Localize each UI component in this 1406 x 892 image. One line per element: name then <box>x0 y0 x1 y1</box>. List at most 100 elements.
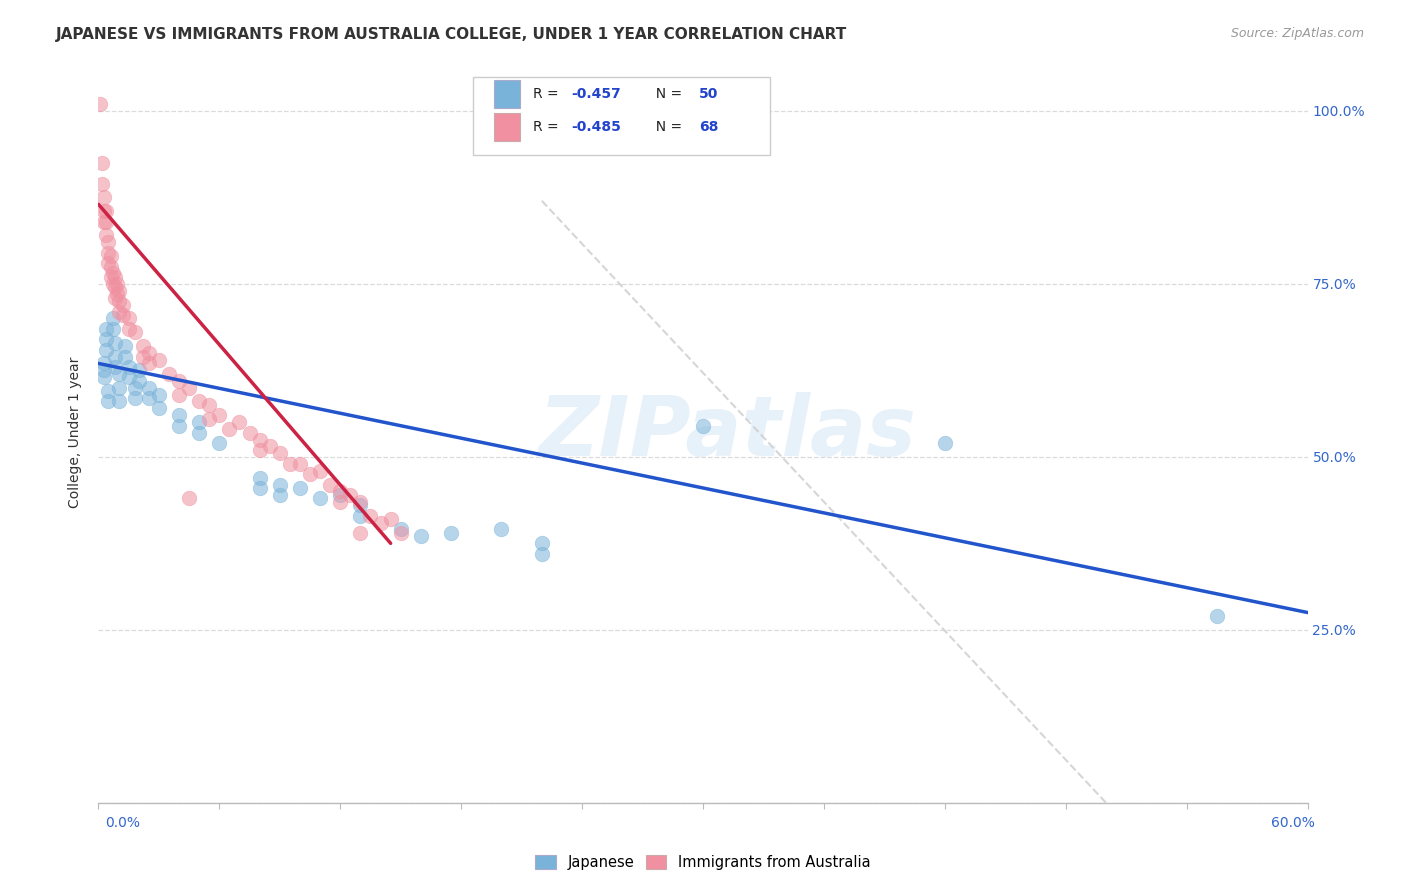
Point <box>259 440 281 454</box>
Text: 0.0%: 0.0% <box>105 816 141 830</box>
Point <box>96 343 118 357</box>
Point <box>100 249 122 263</box>
Point <box>103 269 125 284</box>
Point <box>218 422 240 436</box>
Point <box>124 381 146 395</box>
Point <box>309 491 332 506</box>
Point <box>107 304 129 318</box>
Point <box>107 367 129 381</box>
Point <box>93 190 115 204</box>
Point <box>93 370 115 384</box>
Text: JAPANESE VS IMMIGRANTS FROM AUSTRALIA COLLEGE, UNDER 1 YEAR CORRELATION CHART: JAPANESE VS IMMIGRANTS FROM AUSTRALIA CO… <box>56 27 848 42</box>
Point <box>100 269 122 284</box>
Point <box>179 491 201 506</box>
Point <box>96 214 118 228</box>
Point <box>111 308 134 322</box>
Point <box>97 394 120 409</box>
Point <box>97 245 120 260</box>
Point <box>208 436 231 450</box>
Text: -0.457: -0.457 <box>571 87 621 101</box>
Point <box>101 277 124 291</box>
Point <box>249 481 271 495</box>
FancyBboxPatch shape <box>474 78 769 155</box>
Point <box>934 436 956 450</box>
Point <box>97 384 120 398</box>
Point <box>380 512 402 526</box>
Point <box>269 477 291 491</box>
Point <box>148 353 170 368</box>
Point <box>179 381 201 395</box>
Point <box>491 523 513 537</box>
Point <box>103 291 125 305</box>
Point <box>269 488 291 502</box>
Text: N =: N = <box>647 87 688 101</box>
Legend: Japanese, Immigrants from Australia: Japanese, Immigrants from Australia <box>530 849 876 876</box>
Point <box>100 260 122 274</box>
Point <box>188 415 211 429</box>
Point <box>118 370 141 384</box>
Point <box>288 481 311 495</box>
Point <box>167 409 190 423</box>
Point <box>105 277 128 291</box>
Text: 60.0%: 60.0% <box>1271 816 1315 830</box>
Point <box>349 498 371 512</box>
Point <box>93 204 115 219</box>
Point <box>105 287 128 301</box>
Point <box>349 508 371 523</box>
Point <box>249 470 271 484</box>
Point <box>167 374 190 388</box>
Point <box>138 356 160 370</box>
Point <box>157 367 180 381</box>
Point <box>269 446 291 460</box>
Point <box>103 335 125 350</box>
Point <box>97 235 120 250</box>
Point <box>329 484 352 499</box>
Point <box>239 425 262 440</box>
Point <box>249 433 271 447</box>
Point <box>89 97 111 112</box>
Point <box>101 311 124 326</box>
Point <box>103 359 125 374</box>
Point <box>278 457 301 471</box>
Point <box>349 525 371 540</box>
Point <box>128 374 150 388</box>
Point <box>1206 609 1229 624</box>
Point <box>530 536 553 550</box>
Point <box>530 547 553 561</box>
Point <box>124 326 146 340</box>
Point <box>148 387 170 401</box>
Text: R =: R = <box>533 87 562 101</box>
Point <box>132 350 155 364</box>
Point <box>96 228 118 243</box>
Text: 50: 50 <box>699 87 718 101</box>
Point <box>188 394 211 409</box>
Point <box>138 391 160 405</box>
Point <box>124 391 146 405</box>
Point <box>103 350 125 364</box>
Point <box>148 401 170 416</box>
Point <box>409 529 432 543</box>
Point <box>96 332 118 346</box>
FancyBboxPatch shape <box>494 79 520 108</box>
Point <box>299 467 322 482</box>
Point <box>114 350 136 364</box>
Point <box>93 363 115 377</box>
Point <box>440 525 463 540</box>
Point <box>107 284 129 298</box>
Point <box>128 363 150 377</box>
Point <box>96 322 118 336</box>
Point <box>249 442 271 457</box>
Point <box>309 464 332 478</box>
Point <box>114 339 136 353</box>
Point <box>101 267 124 281</box>
Point <box>319 477 342 491</box>
Point <box>118 311 141 326</box>
Point <box>389 525 412 540</box>
Text: R =: R = <box>533 120 562 134</box>
Point <box>389 523 412 537</box>
Text: Source: ZipAtlas.com: Source: ZipAtlas.com <box>1230 27 1364 40</box>
Point <box>93 356 115 370</box>
Point <box>692 418 714 433</box>
Point <box>107 294 129 309</box>
Point <box>208 409 231 423</box>
